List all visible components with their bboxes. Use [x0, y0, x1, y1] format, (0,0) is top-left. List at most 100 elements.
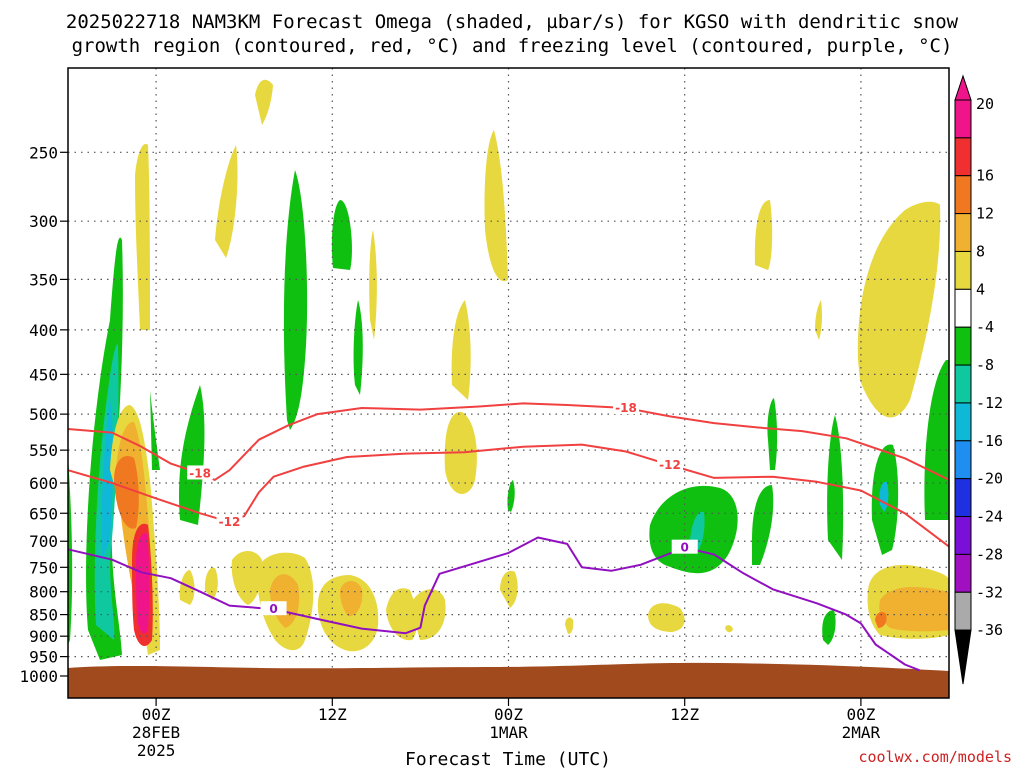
- y-tick-label: 850: [29, 606, 58, 625]
- colorbar: 20 16 12 8 4 -4 -8 -12 -16 -20 -24 -28 -32 -36: [954, 74, 1003, 685]
- contour-line: [67, 536, 920, 672]
- contour-label: -18: [189, 466, 211, 480]
- contour-label-bg: [671, 539, 698, 554]
- x-tick-label: 12Z: [670, 705, 699, 724]
- colorbar-swatch: [954, 213, 972, 252]
- colorbar-label: -36: [976, 621, 1003, 639]
- contour-line: [67, 443, 950, 548]
- omega-region-green: [767, 398, 778, 470]
- colorbar-label: -28: [976, 545, 1003, 563]
- omega-region-orange: [114, 456, 139, 529]
- colorbar-label: -12: [976, 394, 1003, 412]
- colorbar-swatch: [954, 591, 972, 631]
- omega-region-magenta: [136, 533, 150, 634]
- omega-region-yellow: [725, 625, 733, 633]
- omega-region-yellow: [231, 551, 263, 605]
- colorbar-label: 12: [976, 205, 994, 223]
- colorbar-top-arrow: [954, 74, 972, 101]
- omega-region-yellow: [451, 300, 471, 400]
- omega-region-yellow: [369, 230, 377, 340]
- contour-label: 0: [681, 541, 689, 555]
- omega-region-yellow: [565, 617, 574, 634]
- contour-label: 0: [269, 602, 277, 616]
- colorbar-swatch: [954, 137, 972, 177]
- y-tick-label: 350: [29, 270, 58, 289]
- x-tick-label: 00Z: [494, 705, 523, 724]
- y-tick-label: 400: [29, 321, 58, 340]
- grid-lines: [68, 68, 949, 698]
- colorbar-swatch: [954, 99, 972, 139]
- omega-region-green: [283, 170, 308, 430]
- omega-region-yellow: [484, 130, 508, 282]
- colorbar-label: 16: [976, 167, 994, 185]
- omega-region-yellow: [857, 201, 941, 418]
- omega-region-green: [178, 385, 205, 525]
- omega-region-gold: [879, 587, 949, 632]
- colorbar-swatch: [954, 402, 972, 442]
- terrain-surface: [68, 662, 949, 698]
- omega-region-yellow: [386, 588, 418, 641]
- colorbar-label: 4: [976, 280, 985, 298]
- x-tick-label: 00Z: [142, 705, 171, 724]
- y-tick-label: 900: [29, 627, 58, 646]
- y-tick-label: 700: [29, 532, 58, 551]
- y-axis: 250 300 350 400 450 500 550 600 650 700 750 800 850 9…: [19, 143, 68, 686]
- x-tick-label: 1MAR: [489, 723, 528, 742]
- contour-label-bg: [657, 456, 684, 471]
- colorbar-swatch: [954, 326, 972, 366]
- omega-region-green: [827, 415, 844, 560]
- omega-region-yellow: [135, 144, 150, 330]
- omega-region-green: [331, 200, 352, 270]
- colorbar-swatch: [954, 175, 972, 215]
- colorbar-bottom-arrow: [954, 629, 972, 685]
- omega-region-yellow: [648, 603, 685, 632]
- y-tick-label: 600: [29, 474, 58, 493]
- colorbar-label: 8: [976, 242, 985, 260]
- x-tick-label: 28FEB: [132, 723, 180, 742]
- omega-region-gold: [340, 581, 363, 617]
- y-tick-label: 550: [29, 441, 58, 460]
- omega-region-yellow: [255, 79, 273, 125]
- colorbar-swatch: [954, 478, 972, 518]
- omega-region-cyan: [101, 400, 113, 560]
- omega-region-yellow: [204, 567, 218, 600]
- x-tick-label: 2025: [137, 741, 176, 760]
- contour-label: -12: [219, 515, 241, 529]
- y-tick-label: 950: [29, 648, 58, 667]
- colorbar-label: -16: [976, 432, 1003, 450]
- omega-region-green: [752, 485, 774, 565]
- colorbar-swatch: [954, 553, 972, 593]
- x-tick-label: 2MAR: [842, 723, 881, 742]
- x-tick-label: 12Z: [318, 705, 347, 724]
- omega-region-yellow: [754, 200, 773, 270]
- colorbar-swatch: [954, 440, 972, 480]
- colorbar-swatch: [954, 364, 972, 404]
- omega-shading-layer: [68, 79, 949, 660]
- y-tick-label: 450: [29, 365, 58, 384]
- y-tick-label: 800: [29, 583, 58, 602]
- colorbar-swatch: [954, 288, 972, 328]
- y-tick-label: 650: [29, 504, 58, 523]
- colorbar-label: -24: [976, 508, 1003, 526]
- contour-label: -18: [615, 401, 637, 415]
- colorbar-label: -20: [976, 470, 1003, 488]
- x-tick-label: 00Z: [846, 705, 875, 724]
- contour-label-bg: [187, 465, 214, 480]
- colorbar-label: -4: [976, 318, 994, 336]
- contour-label-bg: [260, 601, 287, 616]
- omega-region-green: [353, 300, 363, 395]
- omega-region-orange: [875, 612, 887, 628]
- omega-region-yellow: [179, 570, 195, 605]
- y-tick-label: 250: [29, 143, 58, 162]
- colorbar-swatch: [954, 516, 972, 555]
- contour-label-bg: [216, 513, 243, 528]
- contour-label-bg: [612, 400, 639, 415]
- colorbar-label: 20: [976, 95, 994, 113]
- contour-layer: -18 -18 -12 -12 0 0: [67, 400, 950, 672]
- colorbar-label: -8: [976, 356, 994, 374]
- credit-link[interactable]: coolwx.com/models: [858, 748, 1012, 766]
- omega-region-green: [507, 480, 515, 512]
- y-tick-label: 750: [29, 558, 58, 577]
